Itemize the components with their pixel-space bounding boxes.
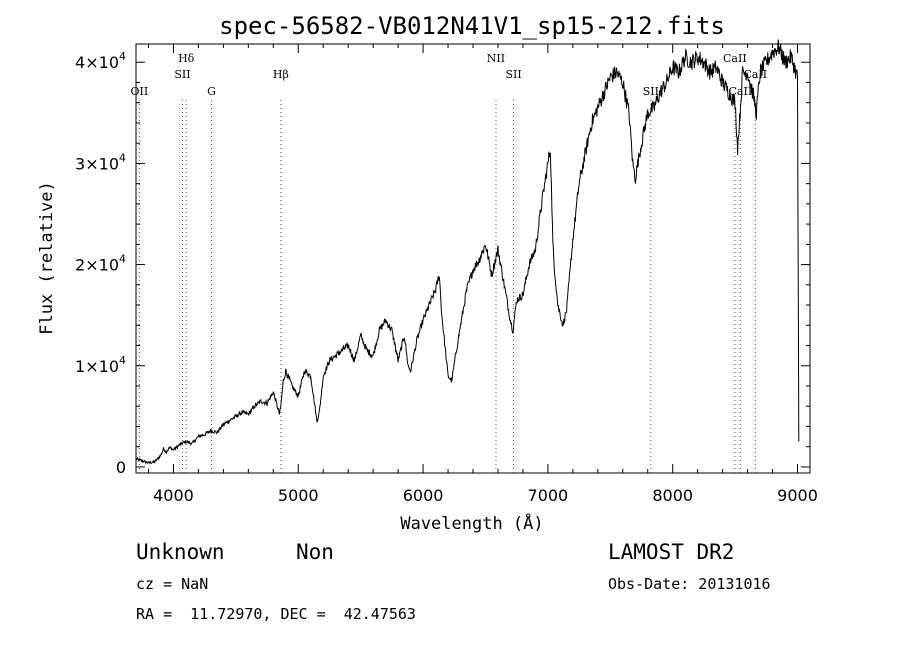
line-marker-label: CaII bbox=[723, 52, 747, 65]
y-tick-label: 3×104 bbox=[75, 151, 126, 173]
line-marker-label: NII bbox=[487, 52, 505, 65]
axis-ticks: 4000 5000 6000 7000 8000 900001×1042×1043×104… bbox=[75, 44, 818, 505]
y-tick-mantissa: 2×10 bbox=[75, 256, 119, 275]
x-tick-label: 8000 bbox=[652, 486, 693, 505]
y-tick-exponent: 4 bbox=[119, 354, 126, 367]
plot-frame bbox=[135, 43, 811, 474]
line-marker-label: CaII bbox=[729, 85, 753, 98]
redshift-cz: cz = NaN bbox=[136, 575, 209, 593]
y-tick-exponent: 4 bbox=[119, 253, 126, 266]
y-tick-exponent: 4 bbox=[119, 151, 126, 164]
line-marker-label: SII bbox=[643, 85, 659, 98]
y-tick-mantissa: 1×10 bbox=[75, 357, 119, 376]
x-tick-label: 9000 bbox=[777, 486, 818, 505]
x-tick-label: 6000 bbox=[403, 486, 444, 505]
survey-name: LAMOST DR2 bbox=[608, 540, 735, 564]
x-axis-label: Wavelength (Å) bbox=[400, 512, 543, 534]
line-marker-label: CaII bbox=[743, 68, 767, 81]
y-tick-label: 4×104 bbox=[75, 50, 126, 72]
y-tick-label: 0 bbox=[116, 458, 126, 477]
y-tick-mantissa: 0 bbox=[116, 458, 126, 477]
y-tick-label: 2×104 bbox=[75, 253, 126, 275]
object-class: Unknown bbox=[136, 540, 225, 564]
object-subclass: Non bbox=[296, 540, 334, 564]
coordinates: RA = 11.72970, DEC = 42.47563 bbox=[136, 605, 416, 623]
line-marker-label: Hβ bbox=[273, 68, 289, 81]
line-marker-label: OII bbox=[131, 85, 149, 98]
spectrum-line bbox=[135, 39, 800, 465]
y-tick-mantissa: 3×10 bbox=[75, 154, 119, 173]
y-tick-label: 1×104 bbox=[75, 354, 126, 376]
x-tick-label: 5000 bbox=[278, 486, 319, 505]
y-tick-exponent: 4 bbox=[119, 50, 126, 63]
x-tick-label: 4000 bbox=[153, 486, 194, 505]
x-tick-label: 7000 bbox=[528, 486, 569, 505]
obs-date: Obs-Date: 20131016 bbox=[608, 575, 771, 593]
line-marker-label: SII bbox=[174, 68, 190, 81]
line-marker-label: G bbox=[207, 85, 216, 98]
line-marker-label: Hδ bbox=[178, 52, 195, 65]
line-marker-label: SII bbox=[505, 68, 521, 81]
y-tick-mantissa: 4×10 bbox=[75, 53, 119, 72]
chart-title: spec-56582-VB012N41V1_sp15-212.fits bbox=[219, 12, 725, 40]
y-axis-label: Flux (relative) bbox=[37, 181, 57, 335]
